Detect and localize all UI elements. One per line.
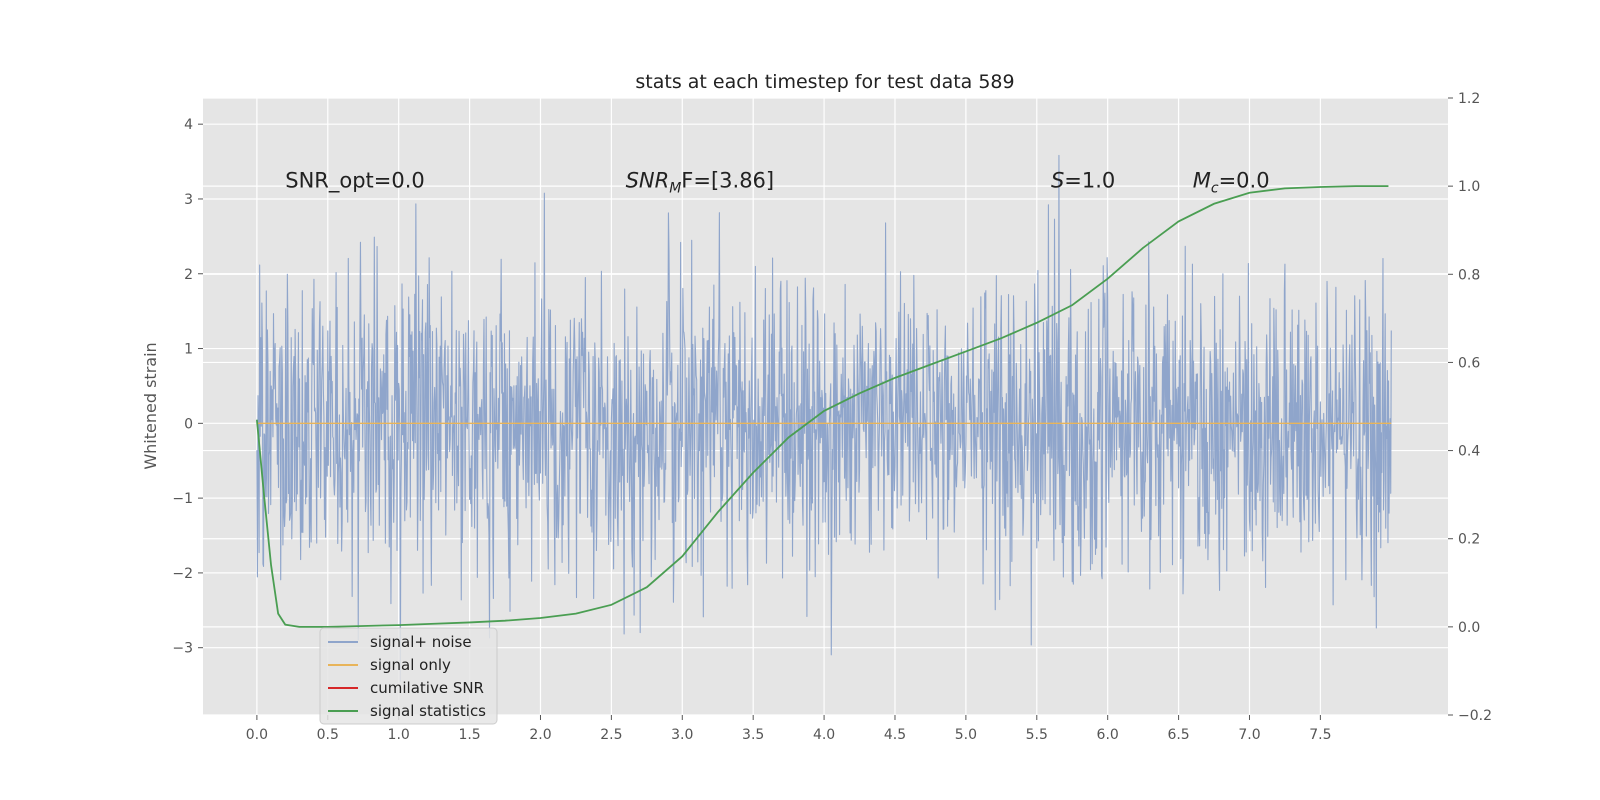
series-line-3 (255, 185, 1389, 628)
annotation-subscript: M (669, 181, 681, 197)
legend-label: signal+ noise (370, 633, 472, 651)
x-tick-label: 3.5 (742, 727, 764, 743)
y2-tick-label: 1.2 (1458, 91, 1480, 107)
annotation-text: SNR (626, 169, 670, 193)
annotation-text: M (1193, 169, 1211, 193)
legend-box (319, 627, 498, 725)
annotation-2: S=1.0 (1051, 169, 1115, 193)
signal-noise-line (256, 154, 1392, 682)
y-tick-label: 4 (184, 117, 193, 133)
y-axis-title: Whitened strain (141, 342, 160, 469)
x-tick-label: 5.5 (1026, 727, 1048, 743)
y-tick-label: −3 (172, 641, 193, 657)
legend: signal+ noise signal only cumilative SNR si… (319, 627, 498, 725)
annotation-0: SNR_opt=0.0 (285, 169, 425, 194)
x-tick-label: 6.0 (1097, 727, 1119, 743)
x-tick-label: 7.5 (1309, 727, 1331, 743)
legend-label: signal only (370, 656, 451, 674)
annotation-1: SNRMF=[3.86] (626, 169, 775, 197)
y-tick-label: −1 (172, 491, 193, 507)
y2-tick-label: 0.2 (1458, 532, 1480, 548)
x-tick-label: 5.0 (955, 727, 977, 743)
y2-tick-label: 0.8 (1458, 267, 1480, 283)
annotations: SNR_opt=0.0 SNRMF=[3.86] S=1.0 Mc=0.0 (285, 169, 1269, 197)
annotation-subscript: c (1211, 181, 1219, 197)
y2-tick-label: 0.0 (1458, 620, 1480, 636)
x-tick-label: 1.5 (458, 727, 480, 743)
legend-label: signal statistics (370, 702, 486, 720)
y-tick-label: 3 (184, 192, 193, 208)
x-tick-label: 7.0 (1238, 727, 1260, 743)
y2-tick-label: 1.0 (1458, 179, 1480, 195)
annotation-suffix: =0.0 (1219, 169, 1270, 193)
x-tick-label: 2.5 (600, 727, 622, 743)
annotation-text: S (1051, 169, 1064, 193)
axes: 0.0 0.5 1.0 1.5 2.0 2.5 3.0 3.5 4.0 4.5 5.0 5.5 6.0 6… (172, 91, 1492, 743)
y2-tick-label: 0.6 (1458, 355, 1480, 371)
x-tick-label: 3.0 (671, 727, 693, 743)
x-tick-label: 1.0 (388, 727, 410, 743)
x-tick-label: 6.5 (1167, 727, 1189, 743)
y-tick-label: 1 (184, 342, 193, 358)
annotation-text: SNR_opt=0.0 (285, 169, 425, 194)
y-tick-label: −2 (172, 566, 193, 582)
chart-title: stats at each timestep for test data 589 (635, 71, 1014, 93)
y-tick-label: 0 (184, 416, 193, 432)
y2-tick-label: 0.4 (1458, 444, 1480, 460)
x-tick-label: 4.5 (884, 727, 906, 743)
x-tick-label: 4.0 (813, 727, 835, 743)
y-tick-label: 2 (184, 267, 193, 283)
signal-noise-series (256, 154, 1392, 682)
annotation-3: Mc=0.0 (1193, 169, 1270, 197)
x-tick-label: 0.0 (246, 727, 268, 743)
legend-label: cumilative SNR (370, 679, 484, 697)
annotation-suffix: =1.0 (1064, 169, 1115, 193)
other-series (255, 185, 1392, 628)
y2-tick-label: −0.2 (1458, 708, 1492, 724)
x-tick-label: 0.5 (317, 727, 339, 743)
x-tick-label: 2.0 (529, 727, 551, 743)
annotation-suffix: F=[3.86] (681, 169, 774, 193)
